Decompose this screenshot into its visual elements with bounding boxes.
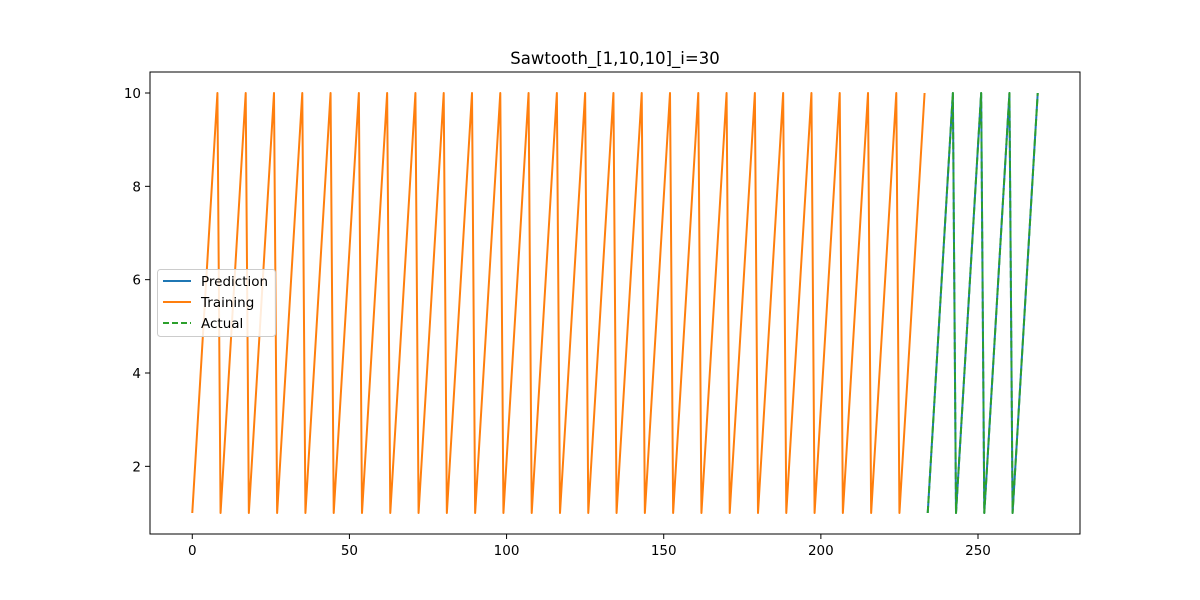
legend-box	[157, 269, 276, 337]
legend: Prediction Training Actual	[157, 269, 276, 337]
x-tick-label: 200	[808, 543, 834, 559]
y-tick-label: 8	[132, 179, 141, 195]
x-tick-label: 50	[341, 543, 358, 559]
x-tick-label: 100	[494, 543, 520, 559]
plot-frame	[149, 71, 1081, 535]
legend-label-training: Training	[200, 295, 254, 311]
legend-label-actual: Actual	[201, 316, 243, 332]
legend-label-prediction: Prediction	[201, 274, 268, 290]
x-tick-label: 150	[651, 543, 677, 559]
y-tick-label: 10	[124, 86, 141, 102]
series-line-training	[191, 92, 926, 514]
x-tick-label: 250	[965, 543, 991, 559]
y-tick-label: 6	[132, 273, 141, 289]
chart-title: Sawtooth_[1,10,10]_i=30	[510, 49, 719, 69]
series-line-actual	[926, 92, 1039, 514]
y-tick-label: 4	[132, 366, 141, 382]
y-tick-label: 2	[132, 459, 141, 475]
x-tick-label: 0	[188, 543, 197, 559]
series-layer	[191, 92, 1039, 514]
axes-layer: 0 50 100 150 200 250 2 4 6 8 10	[124, 71, 1081, 559]
